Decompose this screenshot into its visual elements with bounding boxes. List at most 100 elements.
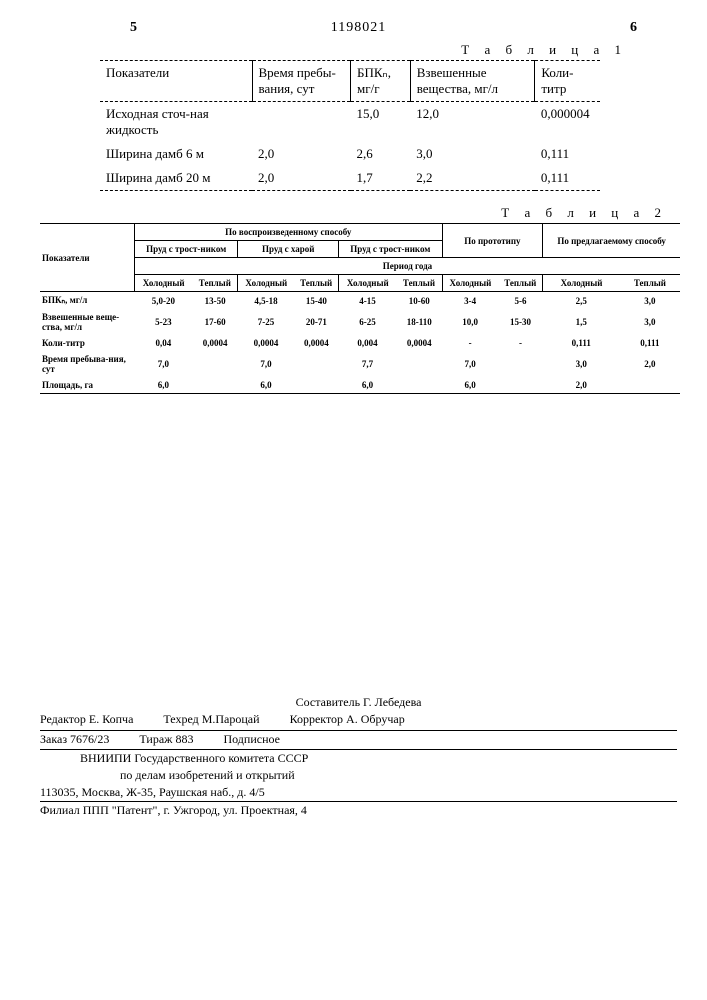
t2-cell: 4-15 bbox=[339, 292, 397, 310]
t2-cell: 0,004 bbox=[339, 335, 397, 351]
t2-subhead: Холодный bbox=[339, 275, 397, 292]
t1-cell: 0,111 bbox=[535, 166, 600, 191]
t1-cell: 1,7 bbox=[351, 166, 411, 191]
t2-cell: 7,0 bbox=[442, 351, 498, 377]
t2-cell bbox=[396, 377, 442, 394]
addr1: 113035, Москва, Ж-35, Раушская наб., д. … bbox=[40, 784, 677, 802]
t2-cell: 0,111 bbox=[620, 335, 680, 351]
t2-cell: 3,0 bbox=[620, 309, 680, 335]
org1: ВНИИПИ Государственного комитета СССР bbox=[40, 750, 677, 767]
t2-cell: 6,0 bbox=[339, 377, 397, 394]
t2-subhead: Теплый bbox=[192, 275, 238, 292]
t2-cell: 6,0 bbox=[238, 377, 294, 394]
t2-cell: 17-60 bbox=[192, 309, 238, 335]
t2-subhead: Холодный bbox=[238, 275, 294, 292]
t2-subhead: Холодный bbox=[442, 275, 498, 292]
t2-h1-0: По воспроизведенному способу bbox=[135, 224, 443, 241]
t2-subhead: Теплый bbox=[396, 275, 442, 292]
page-right: 6 bbox=[630, 20, 637, 36]
t2-cell: 2,5 bbox=[543, 292, 620, 310]
t2-cell bbox=[192, 377, 238, 394]
t1-cell: 2,2 bbox=[410, 166, 535, 191]
t1-rowlabel: Ширина дамб 6 м bbox=[100, 142, 252, 166]
t1-header: БПКₙ, мг/г bbox=[351, 61, 411, 102]
t2-cell: 0,111 bbox=[543, 335, 620, 351]
t2-cell: 0,04 bbox=[135, 335, 193, 351]
footer: Составитель Г. Лебедева Редактор Е. Копч… bbox=[40, 694, 677, 819]
t2-cell bbox=[294, 351, 338, 377]
t1-cell: 15,0 bbox=[351, 102, 411, 143]
addr2: Филиал ППП "Патент", г. Ужгород, ул. Про… bbox=[40, 802, 677, 819]
t2-cell: 15-40 bbox=[294, 292, 338, 310]
table-2: Показатели По воспроизведенному способу … bbox=[40, 223, 680, 394]
t2-subhead: Холодный bbox=[135, 275, 193, 292]
corrector: Корректор А. Обручар bbox=[290, 711, 405, 728]
signed: Подписное bbox=[223, 731, 280, 748]
t2-cell: 2,0 bbox=[620, 351, 680, 377]
t2-h2-2: Пруд с трост-ником bbox=[339, 241, 442, 258]
t2-cell: 0,0004 bbox=[294, 335, 338, 351]
t2-h2-1: Пруд с харой bbox=[238, 241, 339, 258]
t1-cell: 2,0 bbox=[252, 142, 351, 166]
t2-cell bbox=[498, 377, 542, 394]
t2-rowlabel: Площадь, га bbox=[40, 377, 135, 394]
t2-cell: 1,5 bbox=[543, 309, 620, 335]
org2: по делам изобретений и открытий bbox=[40, 767, 677, 784]
t1-cell bbox=[252, 102, 351, 143]
t2-cell: 10-60 bbox=[396, 292, 442, 310]
t2-rowlabel: Время пребыва-ния, сут bbox=[40, 351, 135, 377]
t2-h2-0: Пруд с трост-ником bbox=[135, 241, 238, 258]
table1-caption: Т а б л и ц а 1 bbox=[40, 42, 627, 58]
t1-header: Взвешенные вещества, мг/л bbox=[410, 61, 535, 102]
t2-cell: 20-71 bbox=[294, 309, 338, 335]
t2-cell: 0,0004 bbox=[396, 335, 442, 351]
t2-cell: 13-50 bbox=[192, 292, 238, 310]
t2-cell: 2,0 bbox=[543, 377, 620, 394]
t2-cell: 5-6 bbox=[498, 292, 542, 310]
techred: Техред М.Пароцай bbox=[163, 711, 259, 728]
t2-cell: 3-4 bbox=[442, 292, 498, 310]
t2-h1-2: По предлагаемому способу bbox=[543, 224, 680, 258]
t2-cell: 3,0 bbox=[543, 351, 620, 377]
composer: Составитель Г. Лебедева bbox=[40, 694, 677, 711]
t2-cell: - bbox=[442, 335, 498, 351]
t2-cell: 0,0004 bbox=[192, 335, 238, 351]
t2-cell: 10,0 bbox=[442, 309, 498, 335]
t2-cell: 7-25 bbox=[238, 309, 294, 335]
t1-header: Показатели bbox=[100, 61, 252, 102]
t2-cell bbox=[620, 377, 680, 394]
t2-cell: 6-25 bbox=[339, 309, 397, 335]
t2-rowlabel: Коли-титр bbox=[40, 335, 135, 351]
t2-h3: Период года bbox=[135, 258, 681, 275]
t2-subhead: Холодный bbox=[543, 275, 620, 292]
table-1: ПоказателиВремя пребы-вания, сутБПКₙ, мг… bbox=[100, 60, 600, 191]
t2-subhead: Теплый bbox=[498, 275, 542, 292]
t2-cell: 6,0 bbox=[135, 377, 193, 394]
t2-cell: 0,0004 bbox=[238, 335, 294, 351]
t2-subhead: Теплый bbox=[294, 275, 338, 292]
t2-cell bbox=[396, 351, 442, 377]
t2-h1-1: По прототипу bbox=[442, 224, 543, 258]
t2-cell: 7,7 bbox=[339, 351, 397, 377]
t2-cell bbox=[192, 351, 238, 377]
order: Заказ 7676/23 bbox=[40, 731, 109, 748]
t1-cell: 3,0 bbox=[410, 142, 535, 166]
t1-cell: 2,6 bbox=[351, 142, 411, 166]
t2-cell bbox=[498, 351, 542, 377]
t2-cell: 7,0 bbox=[238, 351, 294, 377]
t1-cell: 0,111 bbox=[535, 142, 600, 166]
t1-rowlabel: Исходная сточ-ная жидкость bbox=[100, 102, 252, 143]
t2-cell: 4,5-18 bbox=[238, 292, 294, 310]
t1-header: Время пребы-вания, сут bbox=[252, 61, 351, 102]
page-left: 5 bbox=[130, 20, 137, 36]
t2-cell: 5,0-20 bbox=[135, 292, 193, 310]
t2-subhead: Теплый bbox=[620, 275, 680, 292]
t1-cell: 12,0 bbox=[410, 102, 535, 143]
t2-rowlabel: БПКₙ, мг/л bbox=[40, 292, 135, 310]
t2-cell bbox=[294, 377, 338, 394]
t2-cell: 6,0 bbox=[442, 377, 498, 394]
t2-cell: 18-110 bbox=[396, 309, 442, 335]
t2-h0: Показатели bbox=[40, 224, 135, 292]
t1-header: Коли-титр bbox=[535, 61, 600, 102]
editor: Редактор Е. Копча bbox=[40, 711, 133, 728]
